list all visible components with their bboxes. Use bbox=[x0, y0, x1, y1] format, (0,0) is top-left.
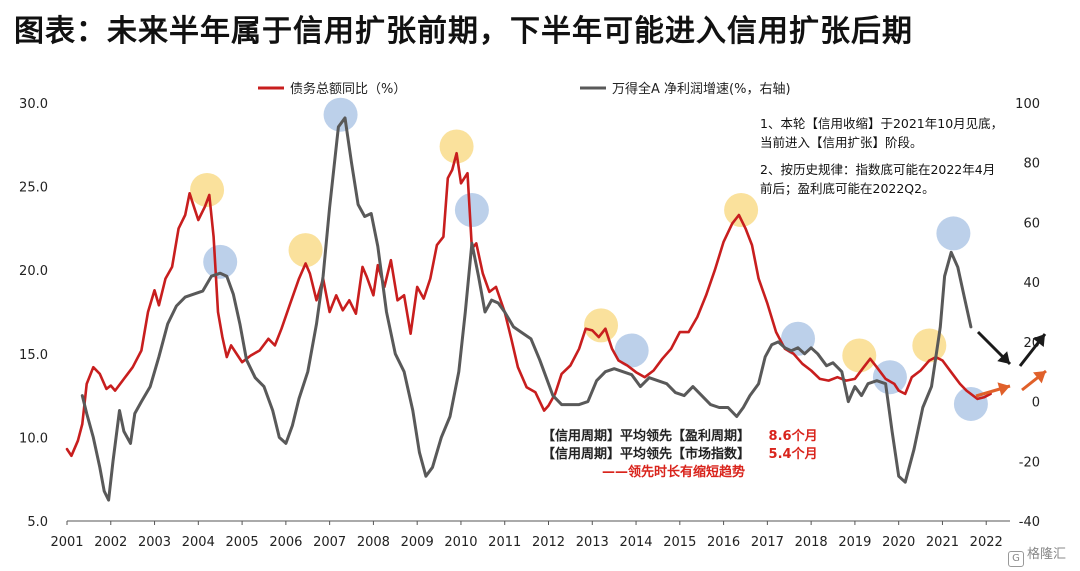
x-tick-label: 2002 bbox=[94, 535, 127, 550]
x-tick-label: 2014 bbox=[619, 535, 652, 550]
lead-row-1-label: 【信用周期】平均领先【盈利周期】 bbox=[542, 429, 751, 444]
trough-marker bbox=[781, 321, 816, 356]
watermark-text: 格隆汇 bbox=[1026, 547, 1066, 562]
peak-marker bbox=[842, 338, 877, 373]
y-right-tick-label: -20 bbox=[1019, 455, 1040, 470]
x-tick-label: 2011 bbox=[488, 535, 521, 550]
legend-label: 债务总额同比（%） bbox=[290, 81, 406, 97]
x-tick-label: 2003 bbox=[138, 535, 171, 550]
watermark-logo-icon: G bbox=[1007, 551, 1024, 567]
watermark: G 格隆汇 bbox=[1007, 543, 1066, 567]
chart-axes: 2001 2002 2003 2004 2005 2006 2007 2008 2009 2010… bbox=[19, 97, 1040, 550]
x-tick-label: 2022 bbox=[970, 535, 1003, 550]
peak-marker bbox=[288, 233, 323, 268]
lead-row-3: ——领先时长有缩短趋势 bbox=[602, 465, 746, 480]
profit-growth-line bbox=[80, 116, 973, 502]
lead-row-2: 【信用周期】平均领先【市场指数】 5.4个月 bbox=[542, 446, 818, 464]
x-tick-label: 2019 bbox=[838, 535, 871, 550]
arrow-credit-up bbox=[975, 382, 1011, 398]
lead-summary: 【信用周期】平均领先【盈利周期】 8.6个月 【信用周期】平均领先【市场指数】 … bbox=[542, 428, 818, 482]
x-tick-label: 2010 bbox=[444, 535, 477, 550]
x-tick-label: 2004 bbox=[182, 535, 215, 550]
x-tick-label: 2018 bbox=[795, 535, 828, 550]
note-line-1: 1、本轮【信用收缩】于2021年10月见底， bbox=[760, 116, 1004, 131]
credit-growth-line bbox=[65, 151, 992, 458]
note-line-2: 当前进入【信用扩张】阶段。 bbox=[760, 135, 923, 150]
x-tick-label: 2001 bbox=[50, 535, 83, 550]
x-tick-label: 2013 bbox=[576, 535, 609, 550]
arrow-profit-up bbox=[1018, 333, 1047, 367]
x-tick-label: 2016 bbox=[707, 535, 740, 550]
y-left-tick-label: 10.0 bbox=[19, 431, 48, 446]
trough-marker bbox=[953, 386, 988, 421]
note-line-4: 前后；盈利底可能在2022Q2。 bbox=[760, 181, 935, 196]
y-right-tick-label: 80 bbox=[1023, 157, 1040, 172]
arrow-profit-down-head bbox=[997, 351, 1010, 364]
x-tick-label: 2017 bbox=[751, 535, 784, 550]
chart-legend: 债务总额同比（%） 万得全A 净利润增速(%，右轴) bbox=[258, 81, 791, 97]
peak-marker bbox=[724, 193, 759, 228]
arrow-credit-up-2-head bbox=[1033, 371, 1046, 384]
x-tick-label: 2008 bbox=[357, 535, 390, 550]
legend-label: 万得全A 净利润增速(%，右轴) bbox=[612, 81, 791, 97]
lead-row-2-label: 【信用周期】平均领先【市场指数】 bbox=[542, 447, 751, 462]
trough-marker bbox=[614, 333, 649, 368]
trend-arrows bbox=[975, 330, 1047, 398]
y-left-tick-label: 15.0 bbox=[19, 348, 48, 363]
x-tick-label: 2012 bbox=[532, 535, 565, 550]
trough-marker bbox=[872, 360, 907, 395]
lead-row-2-value: 5.4个月 bbox=[768, 447, 818, 462]
x-tick-label: 2021 bbox=[926, 535, 959, 550]
peak-marker bbox=[584, 308, 619, 343]
arrow-profit-up-head bbox=[1032, 334, 1045, 347]
arrow-credit-up-2 bbox=[1021, 369, 1047, 392]
y-left-tick-label: 25.0 bbox=[19, 181, 48, 196]
y-right-tick-label: 40 bbox=[1023, 276, 1040, 291]
x-tick-label: 2015 bbox=[663, 535, 696, 550]
peak-marker bbox=[190, 172, 225, 207]
trough-marker bbox=[454, 193, 489, 228]
y-left-tick-label: 20.0 bbox=[19, 264, 48, 279]
annotation-note: 1、本轮【信用收缩】于2021年10月见底， 当前进入【信用扩张】阶段。 2、按… bbox=[760, 114, 1003, 198]
lead-row-1: 【信用周期】平均领先【盈利周期】 8.6个月 bbox=[542, 428, 818, 446]
trough-marker bbox=[936, 216, 971, 251]
x-tick-label: 2005 bbox=[226, 535, 259, 550]
arrow-credit-up-head bbox=[997, 382, 1010, 396]
y-right-tick-label: 100 bbox=[1015, 97, 1040, 112]
page-title: 图表：未来半年属于信用扩张前期，下半年可能进入信用扩张后期 bbox=[14, 14, 913, 49]
peak-marker bbox=[912, 328, 947, 363]
x-tick-label: 2006 bbox=[269, 535, 302, 550]
y-left-tick-label: 30.0 bbox=[19, 97, 48, 112]
lead-row-1-value: 8.6个月 bbox=[768, 429, 818, 444]
trough-marker bbox=[323, 97, 358, 132]
peak-marker bbox=[439, 129, 474, 164]
note-line-3: 2、按历史规律：指数底可能在2022年4月 bbox=[760, 162, 996, 177]
x-tick-label: 2009 bbox=[401, 535, 434, 550]
y-left-tick-label: 5.0 bbox=[27, 515, 48, 530]
arrow-profit-down bbox=[976, 330, 1012, 366]
x-tick-label: 2020 bbox=[882, 535, 915, 550]
series-lines bbox=[65, 116, 992, 502]
y-right-tick-label: 60 bbox=[1023, 216, 1040, 231]
trough-marker bbox=[203, 244, 238, 279]
y-right-tick-label: -40 bbox=[1019, 515, 1040, 530]
y-right-tick-label: 0 bbox=[1032, 396, 1040, 411]
x-tick-label: 2007 bbox=[313, 535, 346, 550]
